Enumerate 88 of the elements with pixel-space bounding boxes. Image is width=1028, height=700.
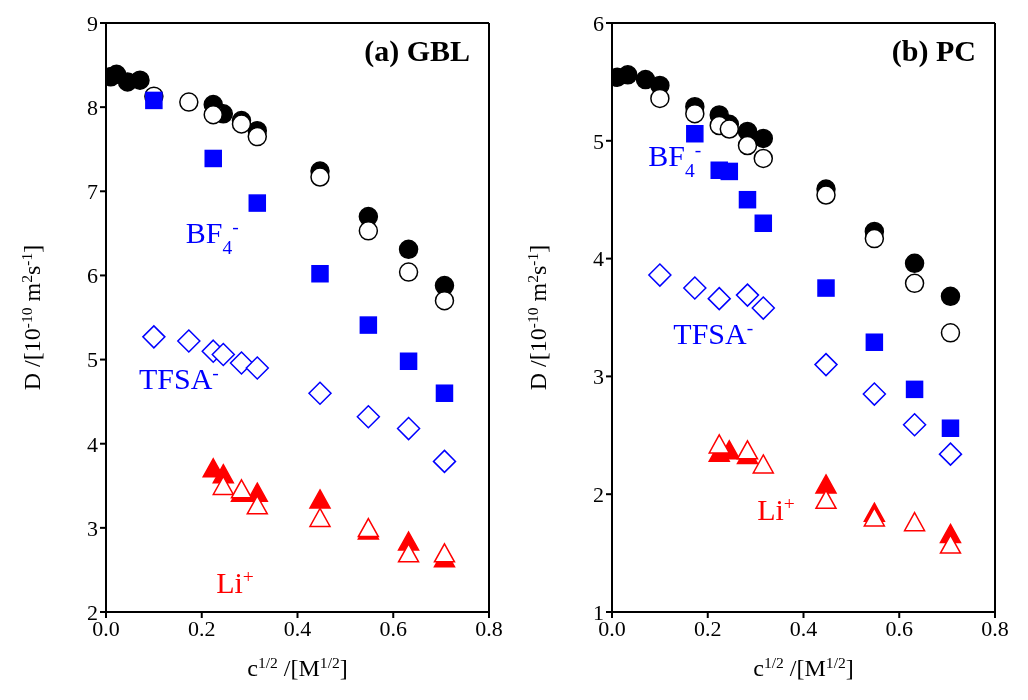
x-tick-label: 0.4 — [789, 615, 818, 641]
point — [817, 279, 835, 297]
point — [865, 333, 884, 351]
point — [754, 214, 773, 233]
point — [738, 190, 757, 209]
point — [177, 329, 201, 353]
point — [903, 511, 926, 532]
point — [905, 380, 924, 399]
y-tick-label: 6 — [87, 263, 98, 289]
point — [686, 124, 704, 143]
point — [130, 70, 150, 90]
point — [650, 88, 670, 109]
point — [814, 352, 838, 377]
point — [247, 126, 268, 147]
point — [309, 489, 331, 509]
point — [720, 162, 739, 181]
text: Li$^{+}$ — [216, 565, 254, 599]
y-tick-label: 9 — [87, 10, 98, 36]
series-label: Li$^{+}$ — [757, 492, 795, 526]
point — [203, 104, 223, 125]
point — [707, 286, 731, 311]
y-tick-label: 3 — [593, 364, 604, 390]
point — [904, 253, 925, 274]
point — [902, 412, 927, 437]
point — [308, 381, 332, 405]
point — [939, 534, 962, 554]
point — [204, 149, 222, 168]
x-axis-title: c$^{1/2}$ /[M$^{1/2}$] — [753, 653, 854, 681]
y-tick-label: 4 — [87, 431, 98, 457]
point — [736, 440, 759, 460]
point — [940, 286, 961, 307]
chart-title: (b) PC — [891, 34, 976, 68]
point — [310, 167, 330, 187]
y-tick-label: 3 — [87, 515, 98, 541]
point — [245, 356, 270, 380]
y-tick-label: 4 — [593, 246, 604, 272]
point — [751, 296, 776, 320]
point — [359, 316, 378, 334]
point — [648, 263, 672, 287]
x-axis-title: c$^{1/2}$ /[M$^{1/2}$] — [247, 653, 348, 681]
point — [432, 449, 457, 474]
point — [618, 65, 638, 85]
point — [248, 194, 267, 212]
series-label: TFSA$^{-}$ — [673, 316, 754, 351]
y-tick-label: 7 — [87, 179, 98, 205]
point — [211, 342, 236, 367]
point — [863, 507, 886, 527]
point — [685, 103, 705, 124]
point — [753, 128, 774, 149]
x-tick-label: 0.4 — [283, 615, 312, 641]
series-label: TFSA$^{-}$ — [138, 361, 219, 395]
point — [311, 265, 329, 283]
x-tick-label: 0.2 — [188, 615, 216, 641]
point — [735, 283, 760, 307]
point — [719, 119, 740, 139]
point — [708, 434, 730, 454]
y-tick-label: 8 — [87, 94, 98, 120]
point — [358, 221, 379, 241]
point — [397, 543, 420, 563]
chart-title: (a) GBL — [364, 34, 470, 68]
x-tick-label: 0.8 — [475, 615, 503, 641]
point — [145, 91, 163, 110]
point — [399, 352, 418, 370]
point — [229, 351, 254, 375]
point — [142, 325, 166, 349]
x-tick-label: 0.6 — [379, 615, 407, 641]
x-tick-label: 0.8 — [981, 615, 1009, 641]
point — [212, 475, 235, 496]
x-tick-label: 0.6 — [885, 615, 913, 641]
point — [396, 416, 421, 441]
point — [683, 276, 707, 300]
point — [815, 474, 837, 494]
point — [752, 454, 775, 474]
point — [938, 442, 963, 466]
y-tick-label: 6 — [593, 10, 604, 36]
y-tick-label: 2 — [593, 482, 604, 508]
x-tick-label: 0.2 — [694, 615, 722, 641]
point — [862, 382, 887, 406]
point — [435, 384, 454, 402]
point — [433, 543, 456, 563]
y-tick-label: 5 — [593, 128, 604, 154]
point — [864, 228, 885, 249]
point — [816, 185, 836, 205]
point — [309, 507, 331, 528]
point — [398, 239, 419, 260]
point — [941, 419, 960, 437]
y-tick-label: 5 — [87, 347, 98, 373]
point — [356, 405, 381, 429]
